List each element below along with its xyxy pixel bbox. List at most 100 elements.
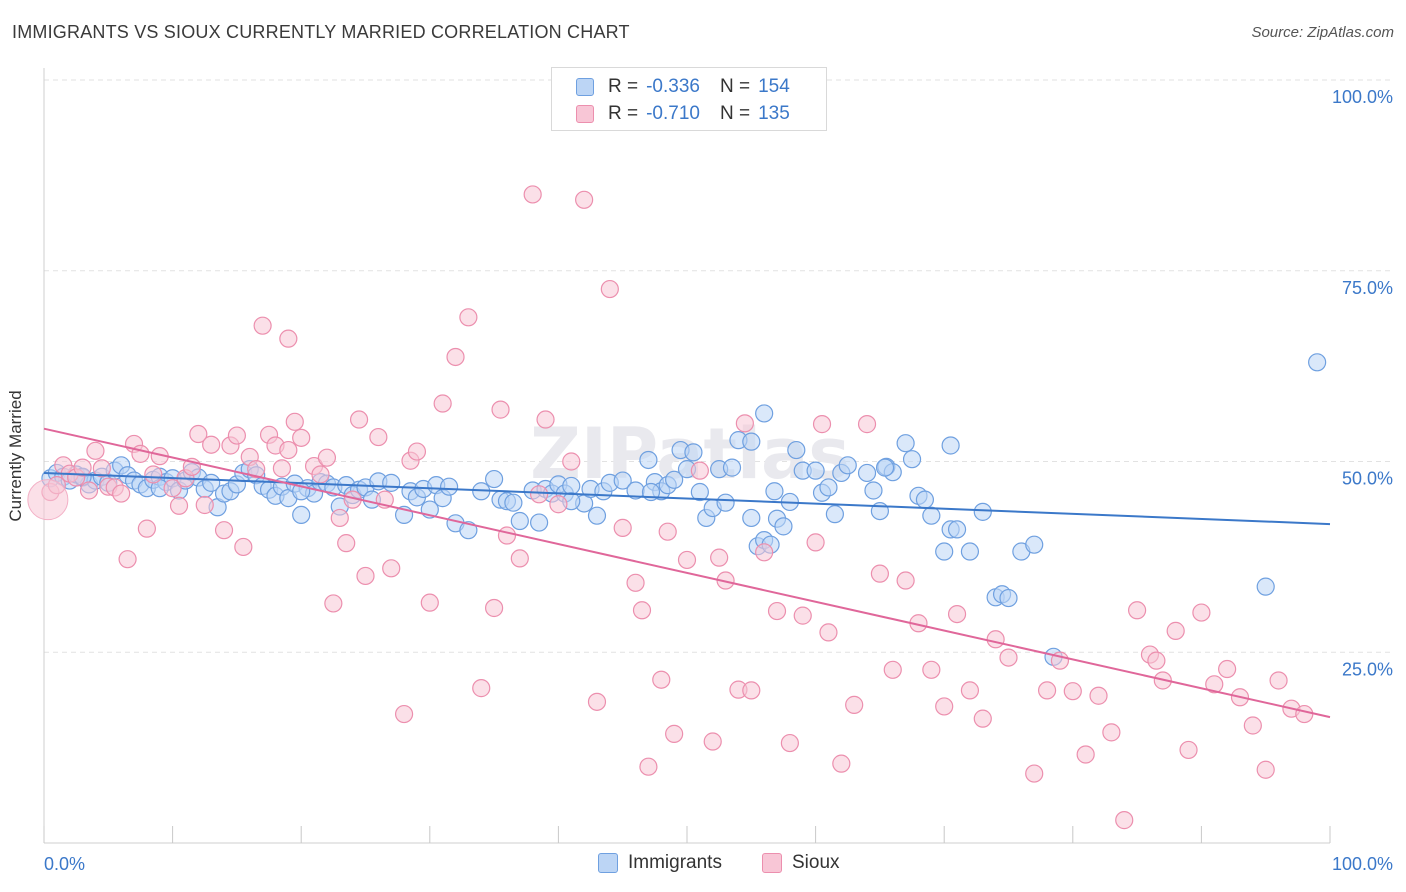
point-sioux (79, 481, 99, 500)
legend-swatch-immigrants (576, 78, 594, 96)
point-sioux (652, 670, 671, 689)
point-sioux (780, 733, 799, 753)
point-sioux (472, 679, 491, 698)
y-tick-label: 25.0% (1342, 659, 1393, 679)
point-immigrants (716, 493, 735, 512)
point-sioux (1205, 675, 1224, 694)
point-sioux (247, 460, 266, 479)
point-sioux (118, 550, 137, 569)
point-sioux (536, 410, 555, 429)
point-immigrants (722, 458, 742, 477)
point-sioux (832, 754, 851, 773)
point-sioux (1127, 601, 1147, 620)
point-sioux (497, 526, 517, 545)
point-sioux (613, 518, 632, 537)
point-sioux (279, 329, 298, 348)
point-sioux (382, 559, 401, 578)
point-sioux (86, 441, 105, 460)
point-sioux (626, 573, 645, 592)
point-immigrants (1256, 577, 1275, 596)
point-sioux (960, 681, 980, 700)
point-sioux (433, 394, 452, 413)
point-sioux (163, 479, 182, 498)
trend-lines (43, 427, 1331, 719)
bottom-legend-sioux: Sioux (762, 852, 840, 874)
data-points (27, 185, 1327, 830)
point-sioux (369, 427, 388, 447)
point-sioux (523, 185, 542, 204)
point-immigrants (774, 517, 793, 536)
point-sioux (1166, 621, 1185, 640)
point-sioux (234, 537, 253, 557)
point-sioux (227, 426, 246, 445)
legend-swatch-sioux (576, 105, 594, 123)
point-sioux (677, 550, 697, 570)
point-sioux (510, 549, 529, 568)
point-immigrants (382, 473, 401, 492)
point-sioux (632, 601, 652, 620)
legend-n-label: N = (719, 76, 751, 97)
legend-r-value: -0.710 (646, 103, 700, 124)
point-sioux (658, 522, 677, 541)
tick-labels: 25.0% 50.0% 75.0% 100.0% 0.0% 100.0% (44, 87, 1393, 874)
point-immigrants (1308, 353, 1327, 372)
point-sioux (1243, 716, 1262, 735)
trend-line-sioux (43, 427, 1331, 719)
point-sioux (253, 316, 272, 335)
point-immigrants (941, 436, 960, 455)
point-sioux (356, 566, 375, 586)
y-tick-label: 50.0% (1342, 469, 1393, 489)
point-sioux (459, 308, 478, 327)
point-sioux (112, 484, 131, 503)
point-immigrants (639, 450, 658, 470)
point-sioux (1147, 651, 1166, 670)
point-sioux (202, 435, 221, 454)
point-immigrants (875, 458, 895, 477)
point-sioux (1063, 682, 1082, 701)
point-immigrants (530, 513, 549, 532)
point-sioux (137, 519, 156, 538)
point-immigrants (765, 482, 784, 501)
point-sioux (1192, 603, 1211, 622)
point-sioux (317, 448, 337, 467)
point-immigrants (825, 505, 844, 524)
source-label: Source: ZipAtlas.com (1251, 24, 1394, 41)
point-immigrants (562, 476, 581, 496)
point-sioux (530, 485, 549, 504)
point-sioux (703, 732, 722, 751)
point-sioux (285, 412, 304, 431)
point-sioux (845, 695, 864, 714)
point-sioux (73, 458, 92, 477)
point-sioux (755, 543, 774, 562)
legend-row-sioux: R = -0.710 N = 135 (576, 102, 790, 126)
point-immigrants (742, 432, 761, 451)
point-immigrants (690, 482, 709, 502)
trend-line-immigrants (43, 471, 1331, 526)
point-immigrants (902, 450, 922, 469)
point-immigrants (755, 404, 774, 423)
point-immigrants (960, 542, 980, 561)
point-immigrants (947, 520, 967, 539)
point-immigrants (684, 443, 703, 462)
y-tick-label: 75.0% (1342, 278, 1393, 298)
point-sioux (1089, 686, 1108, 705)
point-sioux (600, 279, 619, 299)
y-tick-label: 100.0% (1332, 87, 1393, 107)
point-sioux (690, 461, 709, 480)
point-sioux (131, 444, 150, 463)
point-sioux (710, 548, 729, 567)
point-immigrants (485, 469, 504, 489)
point-immigrants (935, 542, 954, 561)
point-immigrants (999, 588, 1018, 608)
point-immigrants (915, 490, 935, 509)
bottom-swatch-sioux (762, 853, 782, 873)
bottom-swatch-immigrants (598, 853, 618, 873)
point-sioux (549, 495, 568, 514)
point-sioux (935, 697, 954, 716)
point-immigrants (665, 470, 684, 489)
point-sioux (272, 459, 292, 478)
point-sioux (1115, 811, 1134, 830)
point-sioux (922, 660, 941, 679)
point-immigrants (459, 521, 478, 540)
point-immigrants (587, 506, 607, 525)
